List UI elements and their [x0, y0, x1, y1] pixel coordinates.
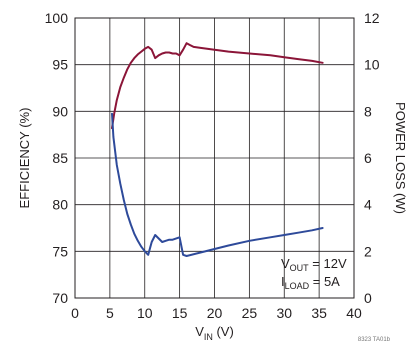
x-axis-label-unit: (V): [213, 324, 234, 339]
annotation-vout-rest: = 12V: [309, 256, 347, 271]
annotation-iload: ILOAD = 5A: [281, 274, 340, 291]
x-tick-label: 20: [207, 305, 223, 321]
efficiency-series-line: [112, 43, 323, 128]
y-left-tick-label: 70: [52, 290, 68, 306]
annotation-vout: VOUT = 12V: [281, 256, 347, 273]
x-tick-label: 30: [276, 305, 292, 321]
y-right-tick-label: 4: [364, 197, 372, 213]
annotation-iload-sub: LOAD: [285, 281, 310, 291]
figure-id: 8323 TA01b: [358, 337, 391, 343]
annotation-iload-rest: = 5A: [309, 274, 340, 289]
y-right-tick-label: 6: [364, 150, 372, 166]
x-tick-label: 35: [311, 305, 327, 321]
x-tick-label: 0: [71, 305, 79, 321]
y-left-tick-label: 95: [52, 57, 68, 73]
y-right-tick-label: 8: [364, 103, 372, 119]
y-left-tick-label: 80: [52, 197, 68, 213]
y-axis-label-left: EFFICIENCY (%): [17, 108, 32, 209]
y-right-tick-label: 0: [364, 290, 372, 306]
series-layer: [112, 43, 323, 256]
x-tick-label: 10: [137, 305, 153, 321]
x-tick-label: 40: [346, 305, 362, 321]
y-left-tick-label: 90: [52, 103, 68, 119]
y-right-tick-label: 12: [364, 10, 380, 26]
x-axis-label-main: V: [195, 324, 204, 339]
x-axis-label-sub: IN: [204, 332, 213, 342]
power-loss-series-line: [112, 114, 323, 256]
annotation-vout-sub: OUT: [290, 263, 310, 273]
annotation-vout-main: V: [281, 256, 290, 271]
x-tick-label: 25: [242, 305, 258, 321]
y-right-tick-label: 10: [364, 57, 380, 73]
x-axis-label: VIN (V): [195, 324, 234, 342]
y-left-tick-label: 85: [52, 150, 68, 166]
x-tick-label: 5: [106, 305, 114, 321]
y-left-tick-label: 75: [52, 243, 68, 259]
y-right-tick-label: 2: [364, 243, 372, 259]
y-axis-label-right: POWER LOSS (W): [393, 102, 408, 214]
x-tick-label: 15: [172, 305, 188, 321]
y-left-tick-label: 100: [45, 10, 69, 26]
